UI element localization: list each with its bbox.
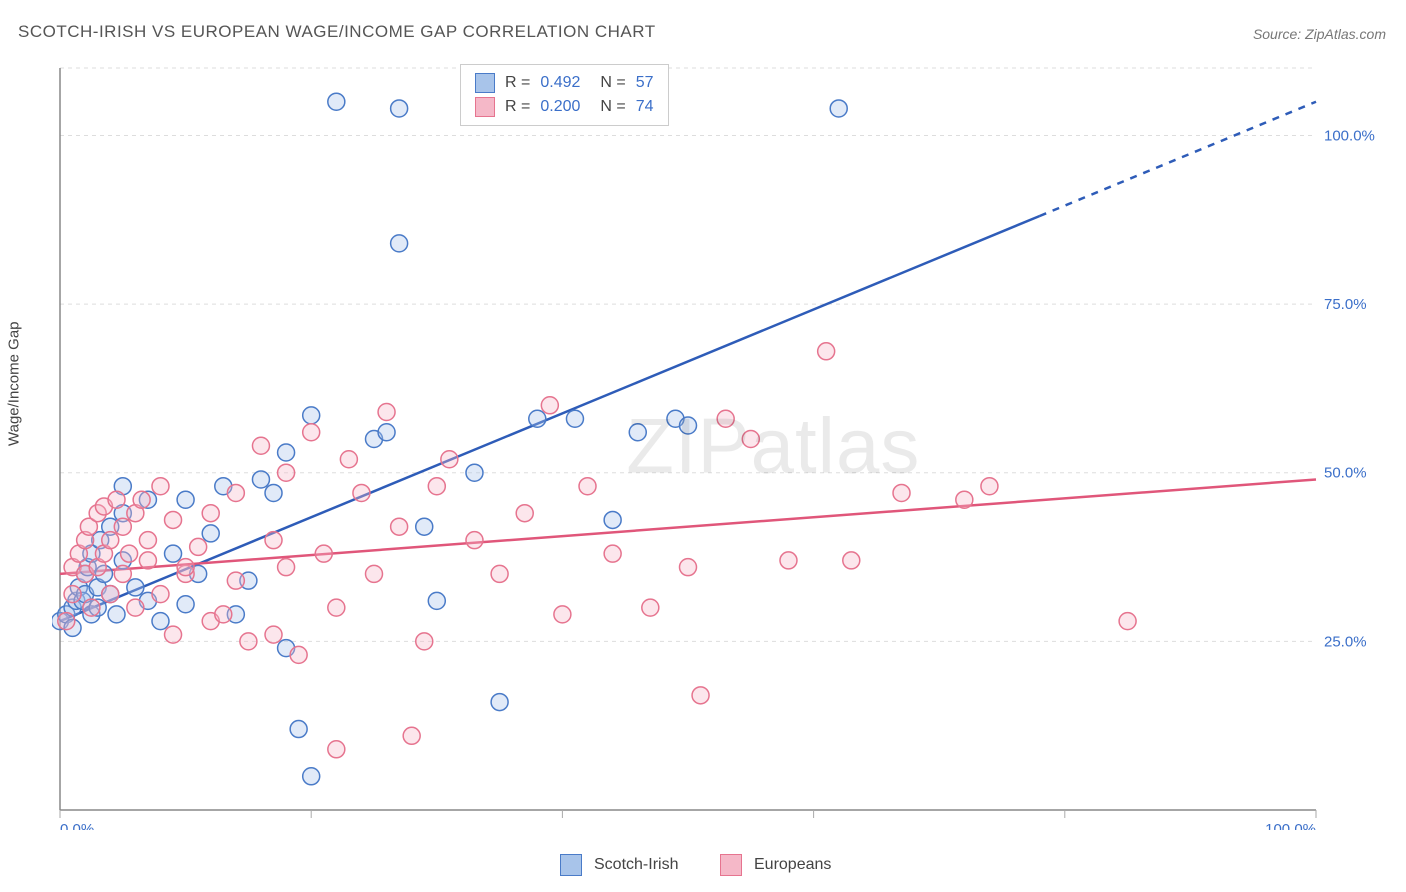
- scatter-plot: 25.0% 50.0% 75.0% 100.0% 0.0% 100.0%: [52, 60, 1386, 830]
- r-label: R =: [505, 71, 530, 95]
- r-value-europeans: 0.200: [540, 95, 580, 119]
- correlation-legend: R = 0.492 N = 57 R = 0.200 N = 74: [460, 64, 669, 126]
- legend-row-scotch-irish: R = 0.492 N = 57: [475, 71, 654, 95]
- europeans-swatch: [475, 97, 495, 117]
- svg-text:0.0%: 0.0%: [60, 821, 94, 830]
- n-value-europeans: 74: [636, 95, 654, 119]
- svg-text:75.0%: 75.0%: [1324, 296, 1367, 313]
- scotch-irish-swatch: [560, 854, 582, 876]
- legend-row-europeans: R = 0.200 N = 74: [475, 95, 654, 119]
- source-label: Source: ZipAtlas.com: [1253, 26, 1386, 42]
- series-label-europeans: Europeans: [754, 856, 831, 874]
- chart-container: SCOTCH-IRISH VS EUROPEAN WAGE/INCOME GAP…: [0, 0, 1406, 892]
- bottom-legend-scotch-irish: Scotch-Irish: [560, 854, 678, 876]
- scotch-irish-swatch: [475, 73, 495, 93]
- bottom-legend-europeans: Europeans: [720, 854, 831, 876]
- europeans-swatch: [720, 854, 742, 876]
- r-value-scotch-irish: 0.492: [540, 71, 580, 95]
- svg-text:25.0%: 25.0%: [1324, 633, 1367, 650]
- svg-text:100.0%: 100.0%: [1324, 127, 1375, 144]
- y-axis-label: Wage/Income Gap: [6, 321, 23, 446]
- r-label: R =: [505, 95, 530, 119]
- series-label-scotch-irish: Scotch-Irish: [594, 856, 678, 874]
- n-label: N =: [600, 95, 625, 119]
- chart-title: SCOTCH-IRISH VS EUROPEAN WAGE/INCOME GAP…: [18, 22, 656, 42]
- n-value-scotch-irish: 57: [636, 71, 654, 95]
- svg-text:50.0%: 50.0%: [1324, 465, 1367, 482]
- n-label: N =: [600, 71, 625, 95]
- svg-text:100.0%: 100.0%: [1265, 821, 1316, 830]
